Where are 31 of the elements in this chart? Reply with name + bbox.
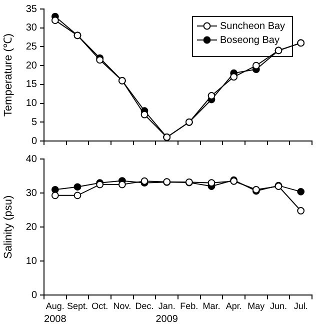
text: 2008	[44, 314, 67, 325]
y-tick-label: 35	[26, 4, 38, 15]
y-axis-title: Temperature (℃)	[2, 33, 15, 117]
x-tick-label: Jun.	[270, 301, 288, 312]
x-tick-label: Jan.	[158, 301, 176, 312]
x-tick-label: Aug.	[46, 301, 64, 312]
y-tick-label: 40	[26, 154, 38, 165]
x-tick-label: Mar.	[202, 301, 220, 312]
y-tick-label: 25	[26, 41, 38, 52]
x-tick-label: Dec.	[135, 301, 154, 312]
x-tick-label: Feb.	[180, 301, 198, 312]
x-tick-label: Nov.	[113, 301, 132, 312]
y-tick-label: 0	[31, 136, 38, 147]
y-axis-title: Salinity (psu)	[2, 195, 15, 259]
x-tick-label: May	[248, 301, 266, 312]
y-tick-label: 20	[26, 222, 38, 233]
y-tick-label: 20	[26, 60, 38, 72]
legend-label: Suncheon Bay	[220, 20, 286, 32]
text: 2009	[156, 314, 178, 325]
y-tick-label: 15	[26, 79, 38, 90]
x-tick-label: Apr.	[226, 301, 242, 312]
x-tick-label: Sept.	[66, 301, 88, 312]
y-tick-label: 30	[26, 188, 38, 199]
y-tick-label: 10	[26, 98, 38, 110]
y-tick-label: 0	[31, 290, 38, 301]
x-tick-label: Jul.	[294, 301, 308, 312]
y-tick-label: 10	[26, 256, 38, 267]
y-tick-label: 30	[26, 22, 38, 34]
legend-label: Boseong Bay	[220, 34, 280, 46]
x-tick-label: Oct.	[92, 301, 108, 312]
y-tick-label: 5	[31, 116, 38, 128]
